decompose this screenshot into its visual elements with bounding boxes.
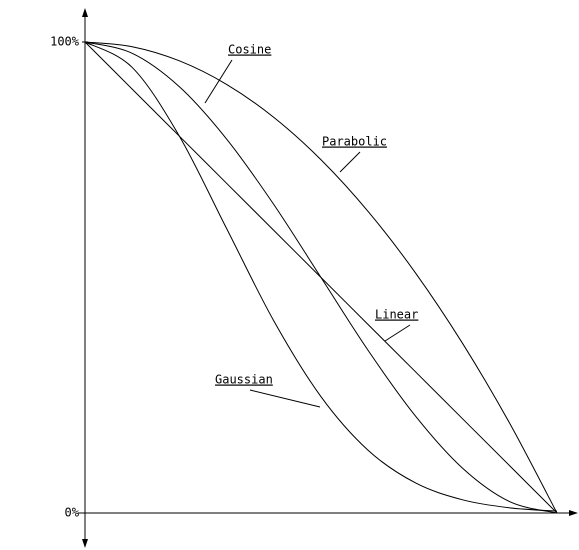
x-axis-arrow <box>569 510 578 516</box>
curve <box>84 41 558 512</box>
leader-line <box>384 324 411 342</box>
series-label: Cosine <box>228 43 271 57</box>
curve <box>84 41 558 514</box>
y-axis-arrow-bottom <box>82 539 88 548</box>
series-label: Parabolic <box>322 135 387 149</box>
series-label: Gaussian <box>215 373 273 387</box>
y-tick-label: 0% <box>65 506 80 520</box>
y-axis-arrow-top <box>82 8 88 17</box>
series-label: Linear <box>375 308 418 322</box>
curve <box>84 41 558 514</box>
y-tick-label: 100% <box>50 35 80 49</box>
leader-line <box>339 151 361 173</box>
leader-line <box>249 389 321 408</box>
leader-line <box>204 59 233 104</box>
